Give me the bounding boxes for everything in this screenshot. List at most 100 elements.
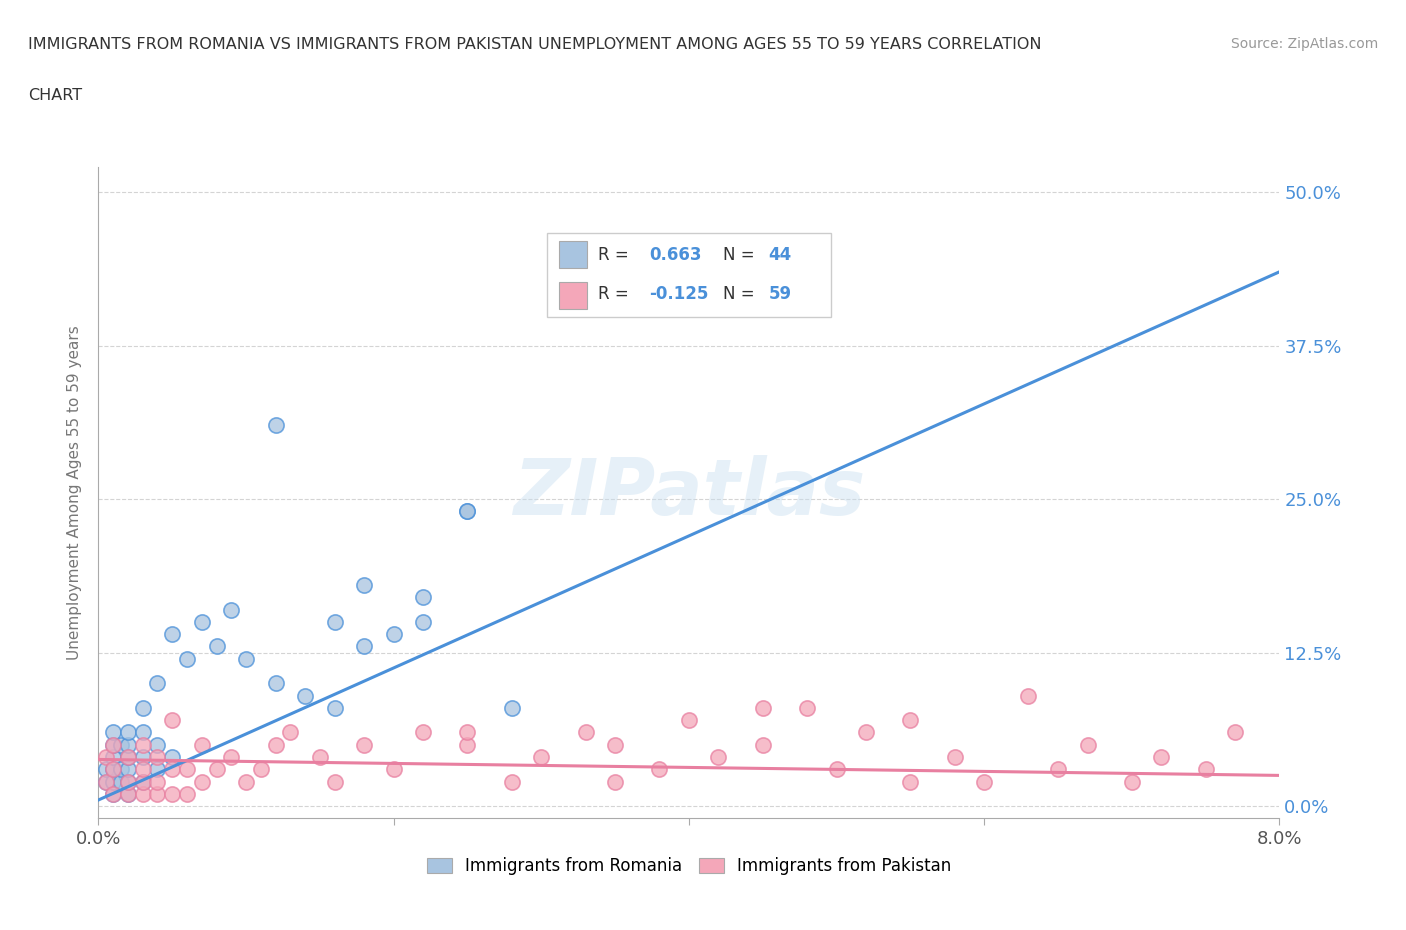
Point (146, 750, 169, 764)
Text: CHART: CHART (28, 88, 82, 103)
Point (110, 762, 132, 777)
Point (132, 737, 155, 752)
Point (1077, 737, 1099, 752)
Point (191, 615, 214, 630)
Point (103, 774, 125, 789)
Point (530, 750, 553, 764)
Point (176, 762, 198, 777)
Point (605, 774, 627, 789)
Point (117, 774, 139, 789)
Point (294, 688, 316, 703)
Point (117, 725, 139, 740)
Point (900, 774, 922, 789)
Point (132, 774, 155, 789)
Point (825, 762, 848, 777)
Point (94, 774, 117, 789)
Point (353, 737, 375, 752)
Point (457, 504, 479, 519)
Point (162, 787, 183, 802)
Point (103, 762, 125, 777)
Point (205, 762, 228, 777)
Point (117, 787, 139, 802)
Point (132, 762, 155, 777)
Point (752, 737, 775, 752)
Point (412, 725, 434, 740)
Point (162, 712, 183, 727)
Point (94, 762, 117, 777)
Point (103, 787, 125, 802)
Point (191, 737, 214, 752)
Point (678, 712, 700, 727)
Point (162, 762, 183, 777)
Point (235, 651, 257, 666)
Point (382, 627, 405, 642)
Point (176, 787, 198, 802)
Point (191, 774, 214, 789)
Point (501, 774, 523, 789)
Legend: Immigrants from Romania, Immigrants from Pakistan: Immigrants from Romania, Immigrants from… (420, 850, 957, 882)
Point (323, 774, 346, 789)
Text: Source: ZipAtlas.com: Source: ZipAtlas.com (1230, 37, 1378, 51)
Point (221, 602, 243, 617)
Point (162, 627, 183, 642)
Point (752, 700, 775, 715)
Point (94, 774, 117, 789)
Point (132, 725, 155, 740)
Point (501, 700, 523, 715)
Point (162, 750, 183, 764)
Point (103, 737, 125, 752)
Point (94, 750, 117, 764)
Point (1225, 725, 1247, 740)
Point (146, 762, 169, 777)
Point (796, 700, 818, 715)
Point (457, 504, 479, 519)
Point (103, 787, 125, 802)
Point (117, 750, 139, 764)
Point (117, 762, 139, 777)
Point (1150, 750, 1173, 764)
Point (707, 750, 730, 764)
Point (605, 737, 627, 752)
Point (132, 750, 155, 764)
Y-axis label: Unemployment Among Ages 55 to 59 years: Unemployment Among Ages 55 to 59 years (67, 326, 83, 660)
Text: IMMIGRANTS FROM ROMANIA VS IMMIGRANTS FROM PAKISTAN UNEMPLOYMENT AMONG AGES 55 T: IMMIGRANTS FROM ROMANIA VS IMMIGRANTS FR… (28, 37, 1042, 52)
Point (323, 700, 346, 715)
Point (146, 676, 169, 691)
Point (146, 787, 169, 802)
Point (176, 651, 198, 666)
Point (280, 725, 302, 740)
Point (353, 639, 375, 654)
Point (264, 418, 287, 432)
Point (353, 578, 375, 592)
Point (900, 712, 922, 727)
Point (382, 762, 405, 777)
Point (103, 762, 125, 777)
Point (146, 737, 169, 752)
Point (1121, 774, 1143, 789)
Point (648, 762, 671, 777)
Point (103, 750, 125, 764)
Point (132, 787, 155, 802)
Point (1046, 762, 1070, 777)
Point (110, 737, 132, 752)
Point (412, 590, 434, 604)
Point (117, 750, 139, 764)
Point (943, 750, 966, 764)
Point (973, 774, 995, 789)
Text: ZIPatlas: ZIPatlas (513, 455, 865, 531)
Point (117, 787, 139, 802)
Point (264, 737, 287, 752)
Point (1195, 762, 1218, 777)
Point (205, 639, 228, 654)
Point (250, 762, 273, 777)
Point (103, 737, 125, 752)
Point (103, 725, 125, 740)
Point (457, 737, 479, 752)
Point (412, 615, 434, 630)
Point (323, 615, 346, 630)
Point (309, 750, 332, 764)
Point (575, 725, 598, 740)
Point (855, 725, 877, 740)
Point (117, 774, 139, 789)
Point (264, 676, 287, 691)
